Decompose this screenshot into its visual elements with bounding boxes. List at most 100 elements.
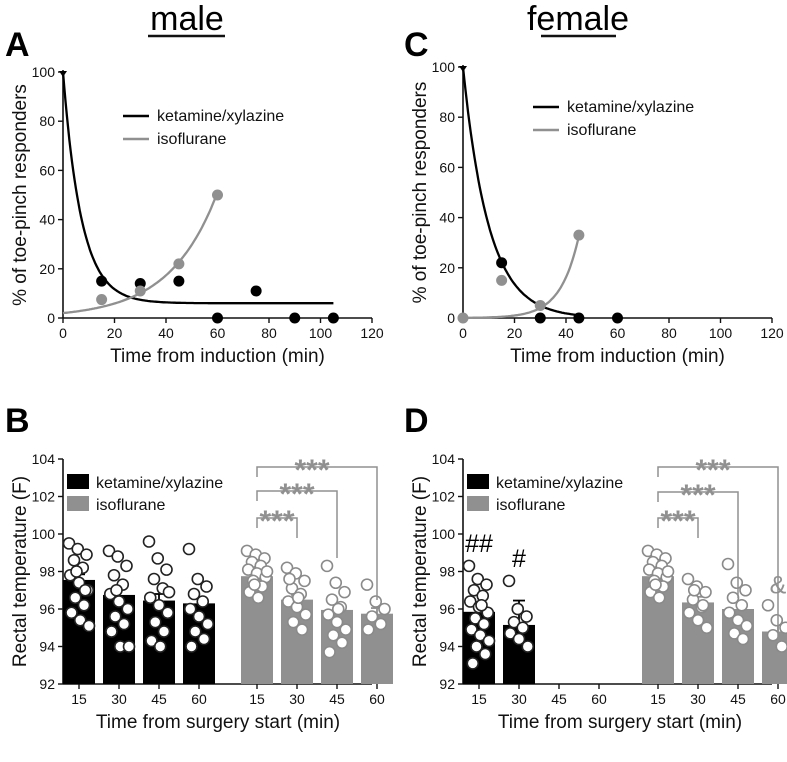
individual-point: [369, 595, 383, 608]
x-tick-label: 120: [760, 325, 784, 341]
significance-label: ***: [279, 478, 314, 511]
data-point: [134, 285, 146, 297]
individual-point: [117, 617, 131, 631]
individual-point: [71, 542, 85, 556]
individual-point: [681, 572, 695, 586]
legend-swatch: [67, 496, 89, 511]
individual-point: [520, 610, 533, 623]
x-tick-label: 0: [59, 325, 67, 341]
individual-point: [142, 535, 156, 548]
legend-label: isoflurane: [96, 497, 165, 514]
legend-label: isoflurane: [496, 497, 565, 514]
y-tick-label: 98: [39, 564, 55, 580]
individual-point: [365, 610, 379, 623]
y-axis-title: % of toe-pinch responders: [410, 82, 431, 304]
x-tick-label: 45: [551, 691, 567, 707]
individual-point: [521, 640, 535, 653]
individual-point: [120, 559, 133, 573]
x-tick-label: 60: [210, 325, 226, 341]
individual-point: [503, 627, 517, 640]
individual-point: [329, 576, 343, 590]
individual-point: [80, 548, 93, 561]
individual-point: [480, 578, 493, 591]
individual-point: [512, 632, 526, 646]
y-axis-title: Rectal temperature (F): [10, 476, 31, 667]
individual-point: [111, 550, 125, 563]
y-tick-label: 104: [432, 451, 456, 467]
y-tick-label: 60: [39, 162, 55, 178]
individual-point: [110, 583, 123, 597]
y-tick-label: 92: [39, 676, 55, 692]
individual-point: [323, 645, 336, 659]
individual-point: [200, 580, 213, 593]
legend-label: isoflurane: [157, 131, 226, 148]
x-tick-label: 120: [360, 325, 384, 341]
individual-point: [466, 657, 480, 670]
individual-point: [105, 625, 118, 638]
individual-point: [70, 565, 83, 578]
fit-curve: [463, 235, 581, 319]
x-axis-title: Time from surgery start (min): [96, 712, 340, 733]
y-axis-title: Rectal temperature (F): [410, 476, 431, 667]
panel-letter-b: B: [5, 402, 30, 440]
x-tick-label: 15: [249, 691, 265, 707]
legend-swatch: [467, 474, 489, 489]
data-point: [612, 312, 623, 324]
individual-point: [108, 610, 122, 623]
individual-point: [775, 640, 787, 653]
y-tick-label: 96: [39, 601, 55, 617]
legend-label: ketamine/xylazine: [496, 475, 623, 492]
individual-point: [121, 602, 135, 616]
individual-point: [299, 608, 313, 621]
significance-label: ***: [695, 454, 730, 487]
male-header: male: [150, 0, 224, 38]
individual-point: [478, 647, 492, 661]
x-tick-label: 20: [507, 325, 523, 341]
x-tick-label: 30: [289, 691, 305, 707]
x-axis-title: Time from surgery start (min): [498, 712, 742, 733]
individual-point: [157, 625, 171, 638]
significance-bracket: [657, 517, 699, 538]
individual-point: [465, 623, 478, 636]
individual-point: [652, 591, 666, 605]
significance-bracket: [657, 466, 779, 642]
individual-point: [260, 565, 274, 578]
individual-point: [338, 585, 351, 599]
y-tick-label: 40: [39, 212, 55, 228]
legend-swatch: [467, 496, 489, 511]
individual-point: [160, 563, 173, 576]
significance-bracket: [256, 490, 338, 558]
data-point: [573, 229, 585, 241]
panel-b-chart: 92 94 96 98 100 102 104 Time from surgery start…: [10, 451, 393, 733]
individual-point: [145, 634, 158, 648]
legend-swatch: [67, 474, 89, 489]
individual-point: [248, 578, 261, 591]
individual-point: [295, 623, 309, 636]
individual-point: [251, 591, 265, 605]
individual-point: [470, 640, 483, 653]
individual-point: [477, 617, 491, 631]
individual-point: [65, 606, 78, 620]
x-tick-label: 30: [111, 691, 127, 707]
data-point: [96, 294, 108, 306]
start-marker: [459, 66, 467, 72]
individual-point: [68, 591, 82, 605]
individual-point: [722, 606, 736, 620]
individual-point: [727, 627, 741, 640]
individual-point: [516, 621, 530, 635]
x-tick-label: 45: [730, 691, 746, 707]
individual-point: [283, 572, 296, 586]
panel-a-chart: 0 20 40 60 80 100 120 0 20 40 60 80 100 Time from ind…: [10, 64, 384, 367]
data-point: [573, 312, 585, 324]
individual-point: [779, 621, 787, 635]
x-tick-label: 100: [709, 325, 733, 341]
individual-point: [143, 591, 157, 605]
individual-point: [298, 574, 311, 588]
significance-label: ***: [660, 505, 695, 538]
significance-marker: #: [512, 545, 526, 573]
individual-point: [766, 628, 780, 642]
individual-point: [330, 615, 344, 629]
y-tick-label: 94: [439, 639, 455, 655]
x-tick-label: 100: [309, 325, 333, 341]
